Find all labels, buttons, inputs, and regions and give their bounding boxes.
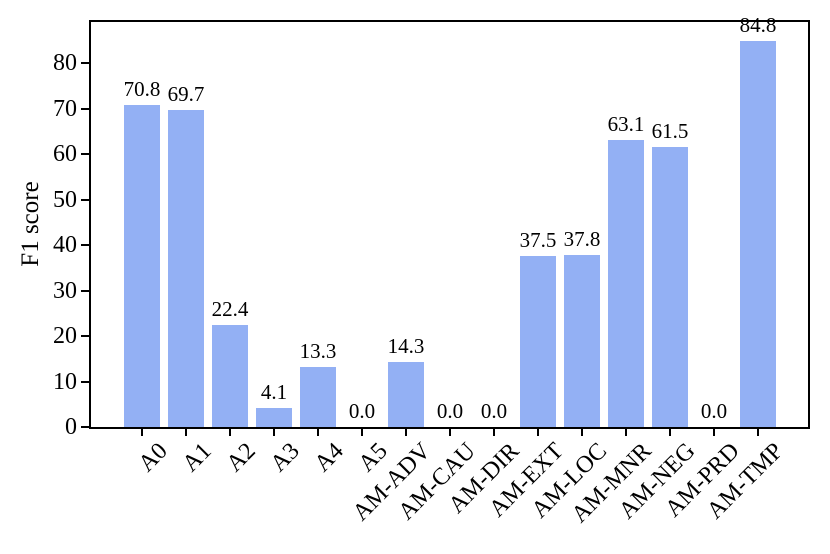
bar-value-label: 63.1 — [607, 111, 645, 136]
x-tick-mark — [625, 429, 627, 436]
bar-value-label: 61.5 — [651, 119, 689, 144]
bar — [740, 41, 776, 427]
x-tick-mark — [493, 429, 495, 436]
y-tick-mark — [81, 426, 89, 428]
x-tick-mark — [713, 429, 715, 436]
bar — [212, 325, 248, 427]
y-tick-mark — [81, 289, 89, 292]
bar-value-label: 13.3 — [299, 338, 337, 363]
bar — [652, 147, 688, 427]
y-tick-label: 0 — [65, 414, 77, 440]
bar-value-label: 84.8 — [739, 13, 777, 38]
bar — [124, 104, 160, 427]
bar-value-label: 4.1 — [260, 380, 288, 405]
y-tick-mark — [81, 244, 89, 247]
x-tick-label: A3 — [265, 438, 305, 478]
bar-value-label: 37.8 — [563, 227, 601, 252]
y-tick-label: 40 — [53, 232, 77, 259]
x-tick-label: A2 — [221, 438, 261, 478]
y-tick-mark — [81, 198, 89, 201]
bar-value-label: 0.0 — [480, 399, 508, 423]
bar — [608, 139, 644, 427]
plot-area — [89, 20, 810, 429]
y-tick-mark — [81, 380, 89, 383]
bar-value-label: 0.0 — [436, 399, 464, 423]
x-tick-mark — [185, 429, 187, 436]
x-tick-mark — [757, 429, 759, 436]
x-tick-mark — [405, 429, 407, 436]
x-tick-mark — [229, 429, 231, 436]
bar-value-label: 37.5 — [519, 228, 557, 253]
x-tick-mark — [537, 429, 539, 436]
y-tick-label: 10 — [53, 368, 77, 395]
x-tick-mark — [141, 429, 143, 436]
bar-value-label: 14.3 — [387, 333, 425, 358]
bar-value-label: 0.0 — [700, 399, 728, 423]
bar — [388, 361, 424, 427]
bar — [300, 366, 336, 427]
y-tick-mark — [81, 62, 89, 65]
bar — [564, 255, 600, 427]
y-tick-mark — [81, 107, 89, 110]
x-tick-label: A0 — [133, 438, 173, 478]
bar — [168, 109, 204, 427]
bar-value-label: 69.7 — [167, 81, 205, 106]
bar — [256, 408, 292, 427]
y-tick-label: 30 — [53, 277, 77, 304]
y-tick-mark — [81, 335, 89, 338]
bar — [520, 256, 556, 427]
y-tick-mark — [81, 153, 89, 156]
y-tick-label: 60 — [53, 141, 77, 168]
x-tick-mark — [361, 429, 363, 436]
bar-value-label: 70.8 — [123, 76, 161, 101]
bar-value-label: 0.0 — [348, 399, 376, 423]
x-tick-mark — [317, 429, 319, 436]
x-tick-mark — [449, 429, 451, 436]
x-tick-label: A1 — [177, 438, 217, 478]
y-tick-label: 70 — [53, 95, 77, 122]
x-tick-mark — [669, 429, 671, 436]
x-tick-mark — [581, 429, 583, 436]
y-tick-label: 20 — [53, 323, 77, 350]
x-tick-label: A4 — [309, 438, 349, 478]
bar-value-label: 22.4 — [211, 297, 249, 322]
x-tick-mark — [273, 429, 275, 436]
y-tick-label: 80 — [53, 50, 77, 77]
y-tick-label: 50 — [53, 186, 77, 213]
